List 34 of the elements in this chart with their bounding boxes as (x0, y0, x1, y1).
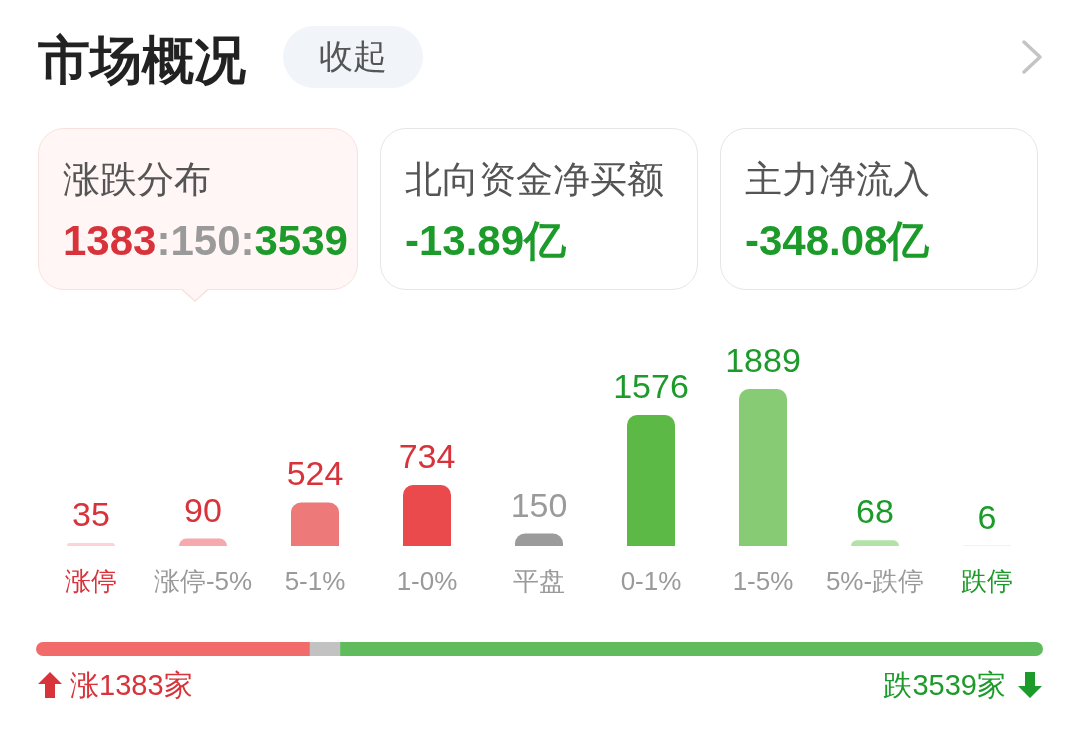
text: 主力净流入 (745, 159, 930, 201)
text: -348.08亿 (745, 217, 930, 264)
text: 涨1383家 (70, 668, 193, 702)
text: 跌3539家 (883, 668, 1006, 702)
bar (627, 415, 675, 546)
x-tick-label: 1-0% (396, 566, 458, 596)
bar (291, 502, 339, 546)
text: -13.89亿 (405, 217, 567, 264)
bar (739, 389, 787, 546)
data-label: 6 (977, 497, 997, 536)
x-tick-label: 涨停 (65, 566, 117, 596)
data-label: 90 (184, 490, 222, 529)
data-label: 1576 (613, 367, 689, 406)
data-label: 150 (510, 485, 568, 524)
x-tick-label: 5-1% (284, 566, 346, 596)
bar (403, 485, 451, 546)
x-tick-label: 0-1% (620, 566, 682, 596)
data-label: 1889 (725, 341, 801, 379)
x-tick-label: 涨停-5% (153, 566, 253, 596)
data-label: 734 (398, 437, 456, 475)
bar (67, 543, 115, 546)
bar (851, 540, 899, 546)
text: 北向资金净买额 (405, 159, 664, 201)
x-tick-label: 1-5% (732, 566, 794, 596)
text: 收起 (319, 36, 387, 77)
x-tick-label: 平盘 (513, 566, 565, 596)
text: 市场概况 (38, 31, 246, 89)
data-label: 68 (856, 492, 894, 531)
data-label: 35 (72, 495, 110, 534)
data-label: 524 (286, 454, 344, 493)
x-tick-label: 5%-跌停 (825, 566, 925, 596)
text: 1383:150:3539 (63, 217, 348, 264)
x-tick-label: 跌停 (961, 566, 1013, 596)
text: 涨跌分布 (63, 159, 211, 201)
